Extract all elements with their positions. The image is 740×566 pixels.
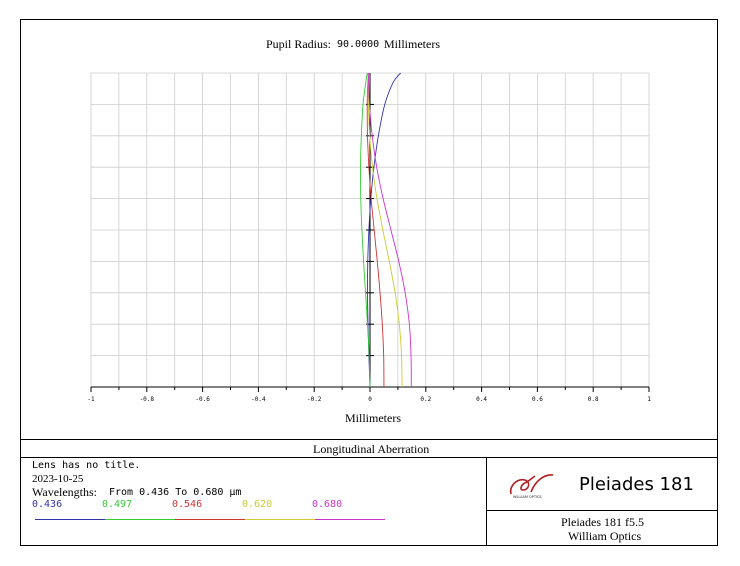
series-line-0.546 [366, 72, 385, 388]
series-line-0.436 [367, 72, 402, 388]
series-line-0.620 [367, 72, 403, 388]
lens-title-text: Lens has no title. [32, 460, 141, 471]
x-tick-label: -0.6 [195, 396, 210, 403]
x-tick-label: 0.2 [420, 396, 431, 403]
legend-label-0.546: 0.546 [172, 499, 203, 510]
william-optics-logo: WILLIAM OPTICS [509, 474, 554, 499]
product-name: Pleiades 181 [579, 474, 694, 495]
caption-line-2: William Optics [568, 529, 642, 543]
date-text: 2023-10-25 [32, 473, 84, 485]
legend-swatch-0.497 [105, 519, 175, 520]
pupil-radius-unit: Millimeters [384, 37, 440, 51]
divider-title [21, 457, 717, 458]
legend-label-0.680: 0.680 [312, 499, 343, 510]
legend-label-0.497: 0.497 [102, 499, 133, 510]
legend-swatch-0.436 [35, 519, 105, 520]
caption-line-1: Pleiades 181 f5.5 [561, 515, 644, 529]
legend-swatch-0.546 [175, 519, 245, 520]
pupil-radius-value: 90.0000 [337, 39, 380, 50]
x-tick-label: -0.2 [307, 396, 322, 403]
legend-swatch-0.680 [315, 519, 385, 520]
x-tick-label: -1 [87, 396, 95, 403]
report-frame: Pupil Radius: 90.0000 Millimeters -1 -0.8… [20, 19, 718, 546]
series-line-0.497 [360, 72, 371, 388]
aberration-plot: -1 -0.8 -0.6 -0.4 -0.2 0 0.2 0.4 0.6 0.8 1 [87, 72, 651, 403]
legend-label-0.436: 0.436 [32, 499, 63, 510]
x-tick-label: -0.4 [251, 396, 266, 403]
divider-top [21, 439, 717, 440]
x-tick-label: 1 [647, 396, 651, 403]
x-tick-label: 0 [368, 396, 372, 403]
x-tick-label: 0.4 [476, 396, 487, 403]
chart-title: Longitudinal Aberration [313, 442, 430, 456]
x-tick-label: 0.8 [588, 396, 599, 403]
x-axis-label: Millimeters [345, 411, 401, 425]
series-line-0.680 [367, 72, 412, 388]
divider-logo [486, 510, 717, 511]
wavelengths-range: From 0.436 To 0.680 µm [109, 487, 242, 498]
legend-swatch-0.620 [245, 519, 315, 520]
x-tick-label: -0.8 [140, 396, 155, 403]
logo-text: WILLIAM OPTICS [513, 495, 542, 499]
pupil-radius-label: Pupil Radius: [266, 37, 332, 51]
divider-vertical [486, 457, 487, 546]
legend-label-0.620: 0.620 [242, 499, 273, 510]
x-tick-label: 0.6 [532, 396, 543, 403]
wavelengths-label: Wavelengths: [32, 485, 98, 499]
